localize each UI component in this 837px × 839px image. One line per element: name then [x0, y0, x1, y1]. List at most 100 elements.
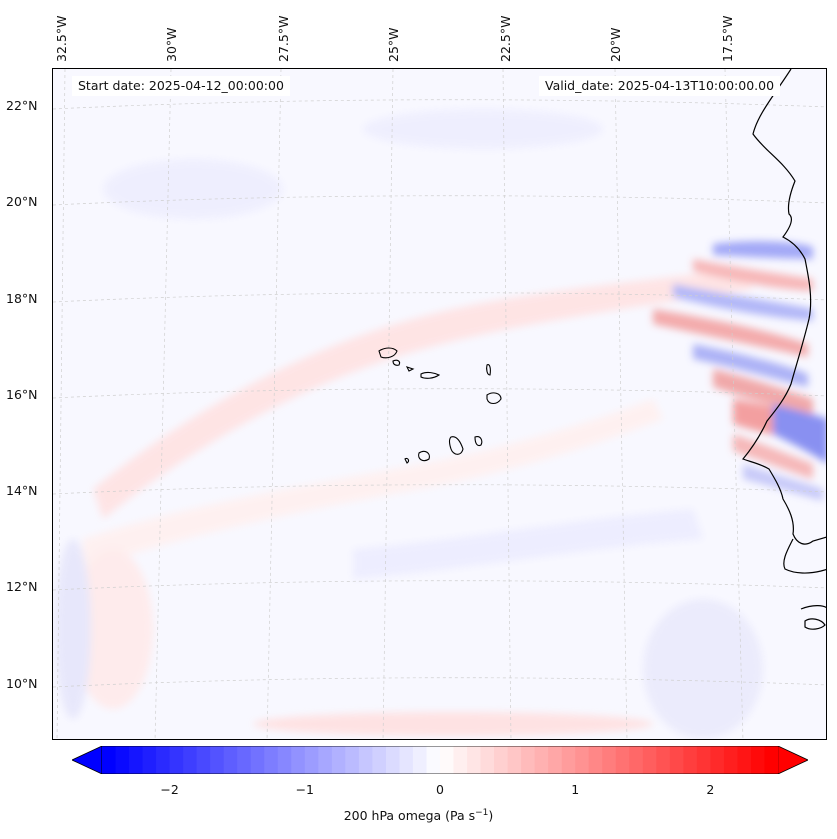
west-africa-coast — [741, 69, 826, 545]
lon-label-25w: 25°W — [386, 27, 401, 62]
colorbar-step — [223, 746, 238, 774]
colorbar-step — [723, 746, 738, 774]
colorbar-step — [331, 746, 346, 774]
colorbar-label-text: 200 hPa omega (Pa s — [343, 808, 476, 824]
colorbar-step — [129, 746, 143, 774]
sao-vicente-island — [392, 359, 401, 366]
lat-label-18n: 18°N — [6, 291, 38, 306]
colorbar-step — [588, 746, 603, 774]
colorbar-tick-1: 1 — [571, 782, 580, 797]
colorbar-step — [494, 746, 508, 774]
omega-patch-blue-nw — [103, 159, 283, 219]
colorbar-step — [642, 746, 657, 774]
colorbar-step — [629, 746, 644, 774]
omega-patch-blue-north — [363, 109, 603, 149]
santa-luzia-island — [405, 366, 415, 372]
colorbar-step — [521, 746, 535, 774]
lon-label-27-5w: 27.5°W — [276, 15, 291, 62]
colorbar-label-exponent: −1 — [475, 808, 489, 818]
colorbar-step — [453, 746, 468, 774]
colorbar-step — [358, 746, 373, 774]
senegal-gambia-coast — [783, 538, 826, 574]
santo-antao-island — [378, 347, 398, 359]
lat-label-16n: 16°N — [6, 387, 38, 402]
colorbar-step — [250, 746, 265, 774]
colorbar-step — [412, 746, 427, 774]
colorbar-steps — [102, 746, 779, 774]
santiago-island — [448, 436, 464, 455]
omega-patch-blue-bottom-right — [643, 599, 763, 739]
omega-band-pink-south — [83, 399, 663, 569]
colorbar-step — [385, 746, 400, 774]
colorbar-tick-2: 2 — [706, 782, 715, 797]
colorbar-step — [304, 746, 319, 774]
map-panel[interactable] — [52, 68, 827, 740]
omega-band-blue-coast-3 — [693, 344, 808, 387]
colorbar-step — [169, 746, 184, 774]
colorbar-max-extend — [777, 746, 808, 774]
lat-label-14n: 14°N — [6, 483, 38, 498]
omega-band-red-coast-3 — [713, 369, 813, 414]
colorbar-step — [750, 746, 765, 774]
omega-field — [55, 109, 826, 739]
colorbar-step — [142, 746, 157, 774]
colorbar-step — [561, 746, 576, 774]
boa-vista-island — [486, 392, 502, 405]
maio-island — [474, 436, 483, 447]
colorbar-tick-0: 0 — [436, 782, 444, 797]
colorbar-step — [575, 746, 590, 774]
colorbar-step — [183, 746, 197, 774]
colorbar-step — [696, 746, 711, 774]
omega-field-map — [53, 69, 826, 739]
colorbar-min-extend — [72, 746, 103, 774]
colorbar-step — [399, 746, 414, 774]
colorbar-step — [264, 746, 279, 774]
colorbar-step — [534, 746, 549, 774]
omega-band-blue-coast-2 — [673, 284, 813, 321]
lon-label-30w: 30°W — [164, 27, 179, 62]
colorbar-step — [277, 746, 292, 774]
colorbar-step — [480, 746, 495, 774]
omega-band-blue-coast-4 — [773, 404, 826, 463]
colorbar-step — [615, 746, 630, 774]
coastline — [741, 69, 826, 630]
lat-label-10n: 10°N — [6, 676, 38, 691]
guinea-bissau-coast — [800, 605, 826, 610]
colorbar-label-suffix: ) — [488, 808, 494, 824]
omega-patch-pink-bottom — [253, 712, 653, 736]
colorbar-step — [115, 746, 130, 774]
lat-label-22n: 22°N — [6, 98, 38, 113]
colorbar-step — [237, 746, 252, 774]
colorbar-step — [318, 746, 333, 774]
sal-island — [486, 364, 491, 376]
colorbar-step — [291, 746, 306, 774]
start-date-label: Start date: 2025-04-12_00:00:00 — [72, 76, 290, 96]
colorbar-step — [196, 746, 211, 774]
lon-label-22-5w: 22.5°W — [498, 15, 513, 62]
lon-label-32-5w: 32.5°W — [54, 15, 69, 62]
lat-label-20n: 20°N — [6, 194, 38, 209]
colorbar-tick-neg1: −1 — [295, 782, 315, 797]
guinea-islands — [804, 618, 826, 630]
colorbar — [72, 746, 808, 774]
sao-nicolau-island — [420, 371, 441, 379]
omega-patch-blue-sw — [55, 539, 91, 719]
colorbar-tick-neg2: −2 — [160, 782, 179, 797]
colorbar-step — [656, 746, 671, 774]
omega-band-blue-coast-1 — [713, 241, 813, 259]
colorbar-step — [764, 746, 779, 774]
omega-band-blue-coast-5 — [743, 464, 823, 501]
omega-band-red-coast-1 — [693, 259, 813, 291]
colorbar-step — [710, 746, 725, 774]
omega-band-red-coast-2 — [653, 309, 808, 357]
colorbar-step — [683, 746, 698, 774]
lon-label-17-5w: 17.5°W — [720, 15, 735, 62]
colorbar-step — [345, 746, 360, 774]
colorbar-step — [372, 746, 387, 774]
colorbar-step — [548, 746, 562, 774]
colorbar-step — [602, 746, 617, 774]
brava-island — [404, 457, 410, 464]
colorbar-step — [210, 746, 224, 774]
colorbar-step — [507, 746, 522, 774]
colorbar-step — [102, 746, 116, 774]
